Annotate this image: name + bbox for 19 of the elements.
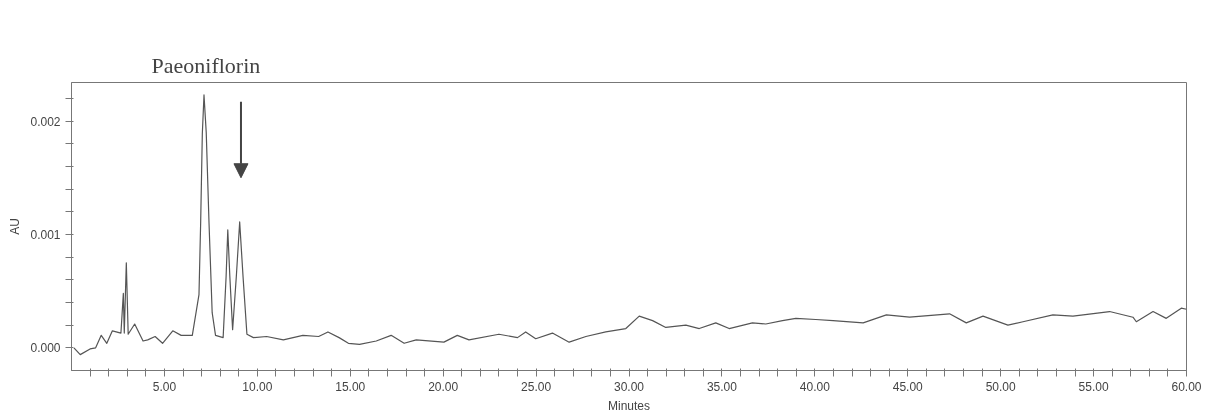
x-tick-label: 60.00 xyxy=(1171,379,1202,394)
x-tick-label: 30.00 xyxy=(613,379,645,394)
x-tick-label: 45.00 xyxy=(892,379,924,394)
y-tick-label: 0.002 xyxy=(30,114,61,129)
x-tick-label: 55.00 xyxy=(1078,379,1109,394)
y-axis-title: AU xyxy=(8,218,23,235)
chart-title: Paeoniflorin xyxy=(151,52,261,78)
x-tick-label: 35.00 xyxy=(706,379,738,394)
y-tick-label: 0.001 xyxy=(30,227,61,242)
x-tick-label: 20.00 xyxy=(428,379,459,394)
x-tick-label: 15.00 xyxy=(335,379,366,394)
x-axis-title: Minutes xyxy=(607,398,651,413)
x-tick-label: 40.00 xyxy=(799,379,831,394)
x-tick-label: 50.00 xyxy=(985,379,1017,394)
x-tick-label: 5.00 xyxy=(152,379,177,394)
y-tick-label: 0.000 xyxy=(30,341,61,356)
x-tick-label: 10.00 xyxy=(242,379,273,394)
line-series xyxy=(73,94,1187,356)
x-tick-label: 25.00 xyxy=(521,379,552,394)
